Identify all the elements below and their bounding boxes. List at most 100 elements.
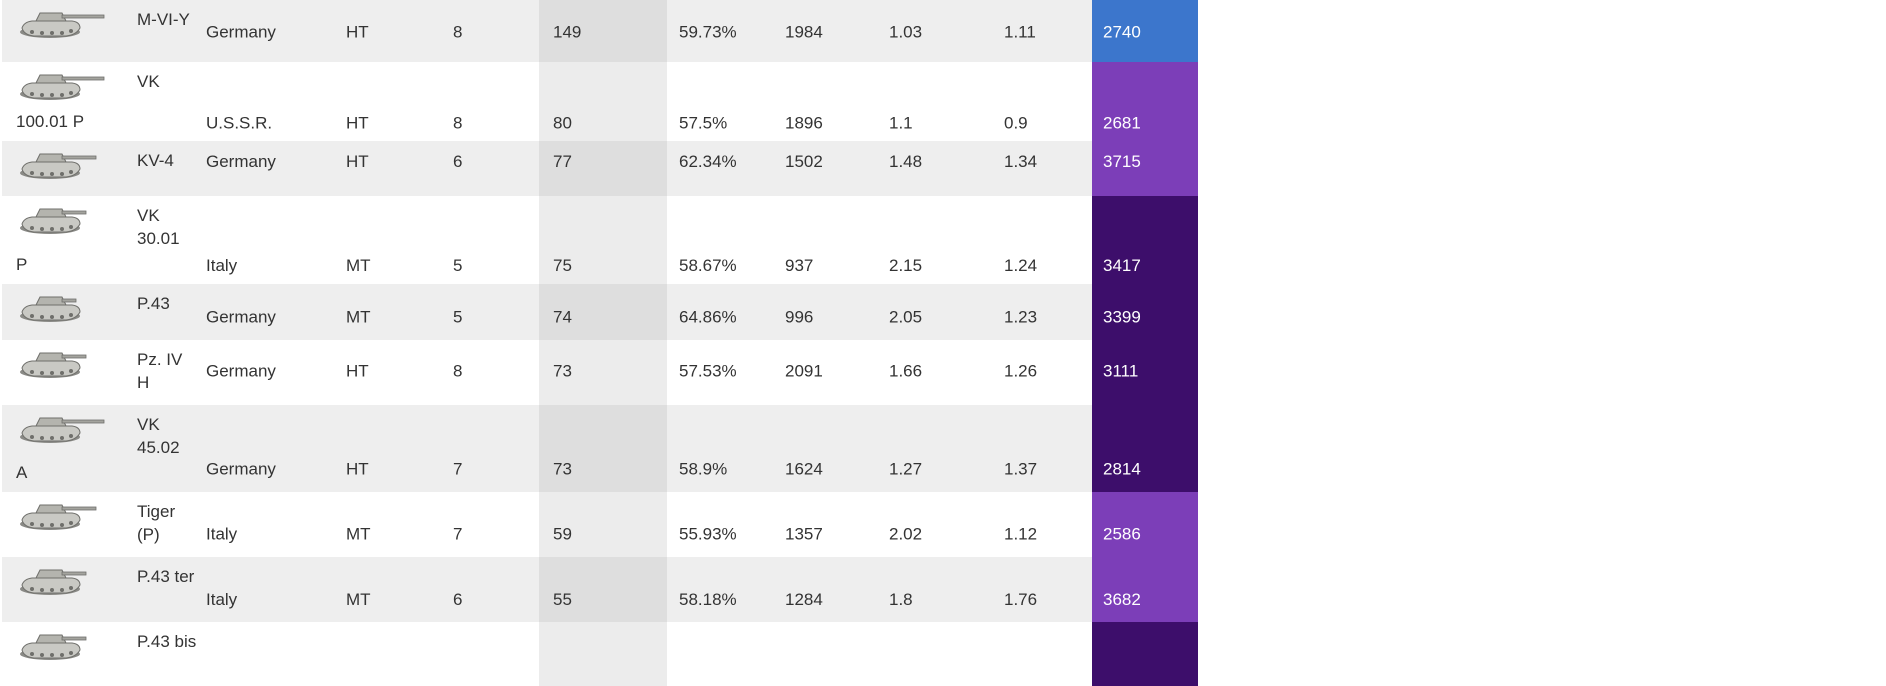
wn8-value: 2740 xyxy=(1103,22,1141,42)
avg-damage: 1984 xyxy=(785,22,823,42)
win-rate: 58.9% xyxy=(679,459,728,479)
nation: Germany xyxy=(206,152,276,171)
vehicle-class: MT xyxy=(346,307,371,327)
spots-per-battle: 1.24 xyxy=(1004,256,1038,275)
table-row[interactable]: Pz. IV H Germany MT 5 74 64.86% 996 2.05… xyxy=(2,308,1198,405)
tank-name-continued: P xyxy=(16,255,28,274)
nation: Germany xyxy=(206,361,276,381)
tank-icon xyxy=(20,569,87,595)
tank-name[interactable]: M-VI-Y xyxy=(137,10,190,29)
tank-name-continued: 100.01 P xyxy=(16,112,85,131)
avg-damage: 996 xyxy=(785,307,814,327)
spots-per-battle: 1.34 xyxy=(1004,152,1038,171)
kills-per-battle: 1.66 xyxy=(889,361,923,381)
battles-column-bg xyxy=(539,62,667,141)
table-row[interactable]: P.43 bis Italy MT 6 55 58.18% 1284 1.8 1… xyxy=(2,590,1198,686)
tank-icon xyxy=(20,208,87,234)
vehicle-class: HT xyxy=(346,113,369,133)
wn8-badge xyxy=(1092,284,1198,340)
tank-name[interactable]: VK xyxy=(137,72,160,91)
battles: 77 xyxy=(553,152,572,171)
table-row[interactable]: P.43 ter Italy MT 7 59 55.93% 1357 2.02 … xyxy=(2,525,1198,622)
wn8-value: 3399 xyxy=(1103,307,1141,327)
tank-icon xyxy=(20,296,81,322)
tank-name[interactable]: P.43 xyxy=(137,294,170,313)
vehicle-class: HT xyxy=(346,152,369,171)
tier: 8 xyxy=(453,361,463,381)
vehicle-class: HT xyxy=(346,22,369,42)
wn8-badge xyxy=(1092,196,1198,284)
table-row[interactable]: KV-4 U.S.S.R. HT 8 80 57.5% 1896 1.1 0.9… xyxy=(2,114,1198,196)
wn8-badge xyxy=(1092,405,1198,492)
tier: 7 xyxy=(453,524,463,544)
table-row[interactable]: M-VI-Y USA HT 9 160 57.5% 1986 1.29 0.96… xyxy=(2,0,1198,62)
avg-damage: 2091 xyxy=(785,361,823,381)
kills-per-battle: 2.05 xyxy=(889,307,923,327)
kills-per-battle: 2.02 xyxy=(889,524,923,544)
win-rate: 57.5% xyxy=(679,113,728,133)
tank-icon xyxy=(20,12,105,38)
wn8-badge xyxy=(1092,557,1198,622)
tank-name[interactable]: VK 45.02 xyxy=(137,415,180,457)
spots-per-battle: 1.76 xyxy=(1004,590,1038,609)
battles-column-bg xyxy=(539,141,667,196)
battles-column-bg xyxy=(539,405,667,492)
tank-name[interactable]: Tiger (P) xyxy=(137,502,176,544)
kills-per-battle: 1.8 xyxy=(889,590,913,609)
battles: 55 xyxy=(553,590,572,609)
tank-name[interactable]: P.43 ter xyxy=(137,567,195,586)
win-rate: 62.34% xyxy=(679,152,737,171)
spots-per-battle: 1.11 xyxy=(1004,22,1036,42)
tank-name-continued: A xyxy=(16,463,28,482)
kills-per-battle: 1.48 xyxy=(889,152,923,171)
wn8-badge xyxy=(1092,62,1198,141)
tank-name[interactable]: Pz. IV H xyxy=(137,350,183,392)
kills-per-battle: 2.15 xyxy=(889,256,923,275)
spots-per-battle: 1.23 xyxy=(1004,307,1038,327)
wn8-badge xyxy=(1092,141,1198,196)
kills-per-battle: 1.1 xyxy=(889,113,913,133)
battles: 73 xyxy=(553,361,572,381)
table-row[interactable]: VK 100.01 P Germany HT 8 149 59.73% 1984… xyxy=(2,23,1198,141)
tank-icon xyxy=(20,504,97,530)
battles-column-bg xyxy=(539,0,667,62)
nation: Italy xyxy=(206,524,238,544)
nation: Germany xyxy=(206,459,276,479)
wn8-badge xyxy=(1092,0,1198,62)
avg-damage: 1284 xyxy=(785,590,823,609)
battles-column-bg xyxy=(539,622,667,686)
battles-column-bg xyxy=(539,340,667,405)
avg-damage: 1624 xyxy=(785,459,823,479)
table-row[interactable]: Tiger (P) Germany HT 7 73 58.9% 1624 1.2… xyxy=(2,460,1198,557)
battles: 59 xyxy=(553,524,572,544)
wn8-value: 3715 xyxy=(1103,152,1141,171)
tier: 6 xyxy=(453,152,463,171)
tier: 8 xyxy=(453,113,463,133)
spots-per-battle: 1.26 xyxy=(1004,361,1038,381)
tank-name[interactable]: P.43 bis xyxy=(137,632,197,651)
avg-damage: 1502 xyxy=(785,152,823,171)
table-row[interactable]: VK 30.01 P Germany HT 6 77 62.34% 1502 1… xyxy=(2,152,1198,284)
wn8-value: 3682 xyxy=(1103,590,1141,609)
vehicle-class: MT xyxy=(346,256,371,275)
tier: 5 xyxy=(453,256,463,275)
tier: 7 xyxy=(453,459,463,479)
tank-icon xyxy=(20,153,97,179)
table-row[interactable]: VK 45.02 A Germany HT 8 73 57.53% 2091 1… xyxy=(2,362,1198,492)
win-rate: 55.93% xyxy=(679,524,737,544)
vehicle-class: HT xyxy=(346,361,369,381)
nation: U.S.S.R. xyxy=(206,113,273,133)
wn8-badge xyxy=(1092,622,1198,686)
wn8-value: 2814 xyxy=(1103,459,1141,479)
spots-per-battle: 1.12 xyxy=(1004,524,1038,544)
table-row[interactable]: P.43 Italy MT 5 75 58.67% 937 2.15 1.24 … xyxy=(2,256,1198,340)
battles: 75 xyxy=(553,256,572,275)
win-rate: 57.53% xyxy=(679,361,737,381)
tank-icon xyxy=(20,74,105,100)
tank-name[interactable]: KV-4 xyxy=(137,151,174,170)
vehicle-class: MT xyxy=(346,590,371,609)
tank-name[interactable]: VK 30.01 xyxy=(137,206,180,248)
kills-per-battle: 1.03 xyxy=(889,22,923,42)
battles-column-bg xyxy=(539,557,667,622)
wn8-badge xyxy=(1092,340,1198,405)
